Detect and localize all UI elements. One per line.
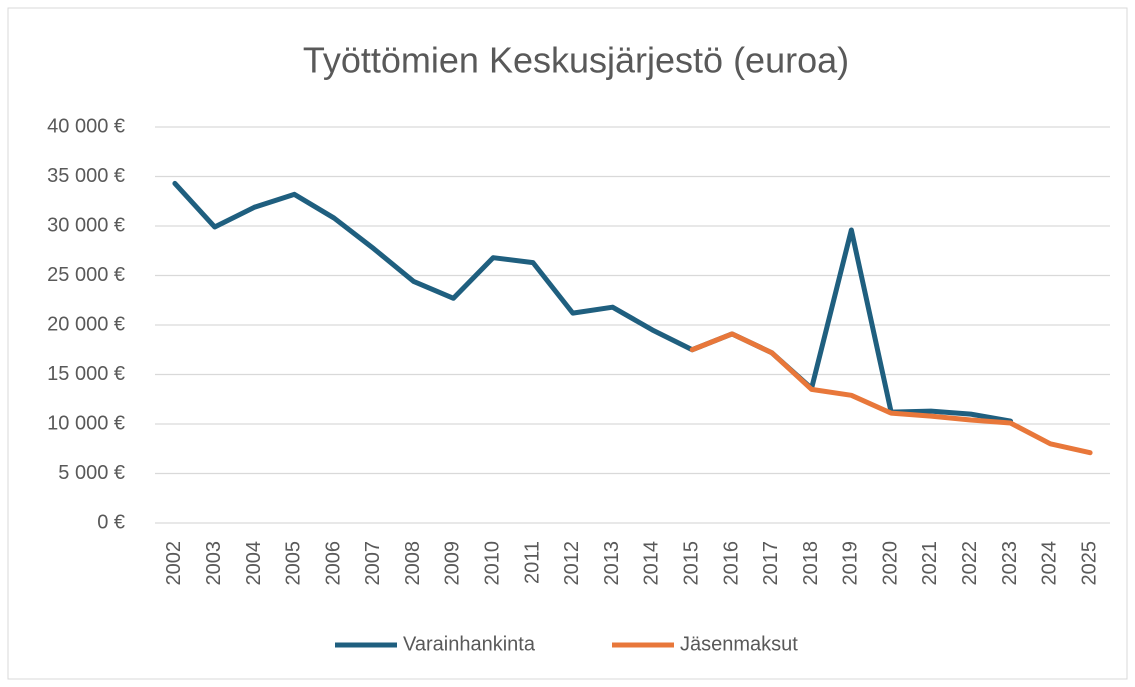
chart-border: [7, 7, 1128, 680]
x-tick-label: 2014: [641, 541, 663, 586]
y-tick-label: 30 000 €: [47, 214, 125, 236]
y-tick-label: 15 000 €: [47, 363, 125, 385]
y-tick-label: 0 €: [97, 511, 125, 533]
x-tick-label: 2011: [521, 541, 543, 584]
x-tick-label: 2022: [959, 541, 981, 586]
x-tick-label: 2012: [561, 541, 583, 586]
x-tick-label: 2015: [680, 541, 702, 586]
x-tick-label: 2013: [601, 541, 623, 586]
x-tick-label: 2020: [879, 541, 901, 586]
y-tick-label: 35 000 €: [47, 165, 125, 187]
x-tick-label: 2010: [482, 541, 504, 586]
x-tick-label: 2006: [322, 541, 344, 586]
legend-label: Jäsenmaksut: [680, 633, 798, 655]
x-tick-label: 2008: [402, 541, 424, 586]
y-tick-label: 40 000 €: [47, 115, 125, 137]
x-tick-label: 2017: [760, 541, 782, 586]
x-tick-label: 2004: [243, 541, 265, 586]
line-series: [689, 331, 1093, 456]
x-tick-label: 2005: [283, 541, 305, 586]
x-tick-label: 2009: [442, 541, 464, 586]
y-tick-label: 25 000 €: [47, 264, 125, 286]
x-tick-label: 2025: [1078, 541, 1100, 586]
x-tick-label: 2007: [362, 541, 384, 586]
y-tick-label: 20 000 €: [47, 313, 125, 335]
x-tick-label: 2016: [720, 541, 742, 586]
x-tick-label: 2018: [800, 541, 822, 586]
x-tick-label: 2021: [919, 541, 941, 586]
x-tick-label: 2002: [163, 541, 185, 586]
y-tick-label: 5 000 €: [58, 462, 125, 484]
x-tick-label: 2023: [999, 541, 1021, 586]
x-tick-label: 2024: [1039, 541, 1061, 586]
x-tick-label: 2019: [840, 541, 862, 586]
chart-title: Työttömien Keskusjärjestö (euroa): [303, 40, 849, 81]
legend-label: Varainhankinta: [403, 633, 536, 655]
line-series: [172, 180, 1014, 424]
x-tick-label: 2003: [203, 541, 225, 586]
y-tick-label: 10 000 €: [47, 412, 125, 434]
